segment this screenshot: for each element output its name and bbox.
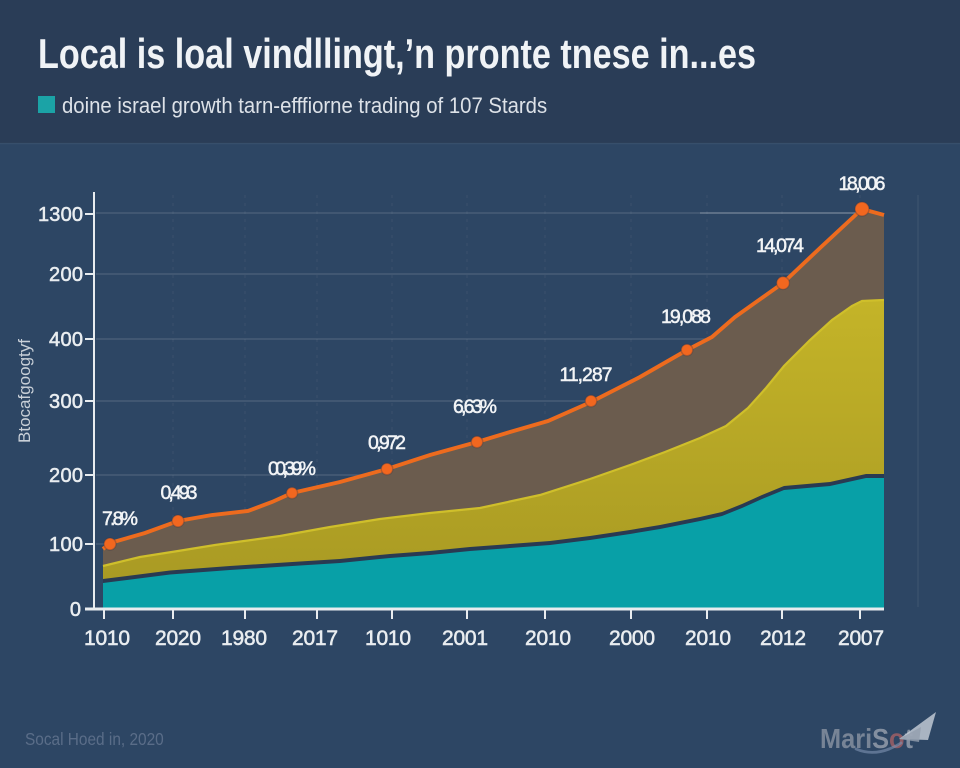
svg-text:7.8%: 7.8%	[102, 508, 138, 530]
svg-text:2020: 2020	[155, 627, 201, 650]
svg-text:200: 200	[49, 264, 83, 286]
svg-text:MariSot: MariSot	[820, 723, 913, 754]
svg-text:2007: 2007	[838, 627, 884, 650]
svg-text:2000: 2000	[609, 627, 655, 650]
svg-text:2010: 2010	[685, 627, 731, 650]
svg-text:300: 300	[49, 391, 83, 413]
svg-text:00,39%: 00,39%	[268, 458, 316, 480]
svg-text:0: 0	[70, 599, 81, 621]
svg-text:1300: 1300	[38, 204, 83, 226]
svg-text:19,088: 19,088	[661, 306, 711, 328]
svg-text:1010: 1010	[365, 627, 411, 650]
svg-text:18,006: 18,006	[839, 173, 886, 195]
svg-text:100: 100	[49, 534, 83, 556]
svg-text:11,287: 11,287	[560, 364, 613, 386]
svg-text:2001: 2001	[442, 627, 488, 650]
svg-text:0,972: 0,972	[368, 432, 406, 454]
svg-text:1010: 1010	[84, 627, 130, 650]
svg-text:0,493: 0,493	[161, 482, 198, 504]
svg-text:400: 400	[49, 329, 83, 351]
svg-text:1980: 1980	[221, 627, 267, 650]
svg-text:6,63%: 6,63%	[453, 396, 497, 418]
svg-text:2017: 2017	[292, 627, 338, 650]
svg-text:2010: 2010	[525, 627, 571, 650]
svg-text:Btocafgoogtyf: Btocafgoogtyf	[15, 339, 34, 443]
svg-text:200: 200	[49, 465, 83, 487]
svg-text:2012: 2012	[760, 627, 806, 650]
svg-text:14,074: 14,074	[756, 235, 804, 257]
